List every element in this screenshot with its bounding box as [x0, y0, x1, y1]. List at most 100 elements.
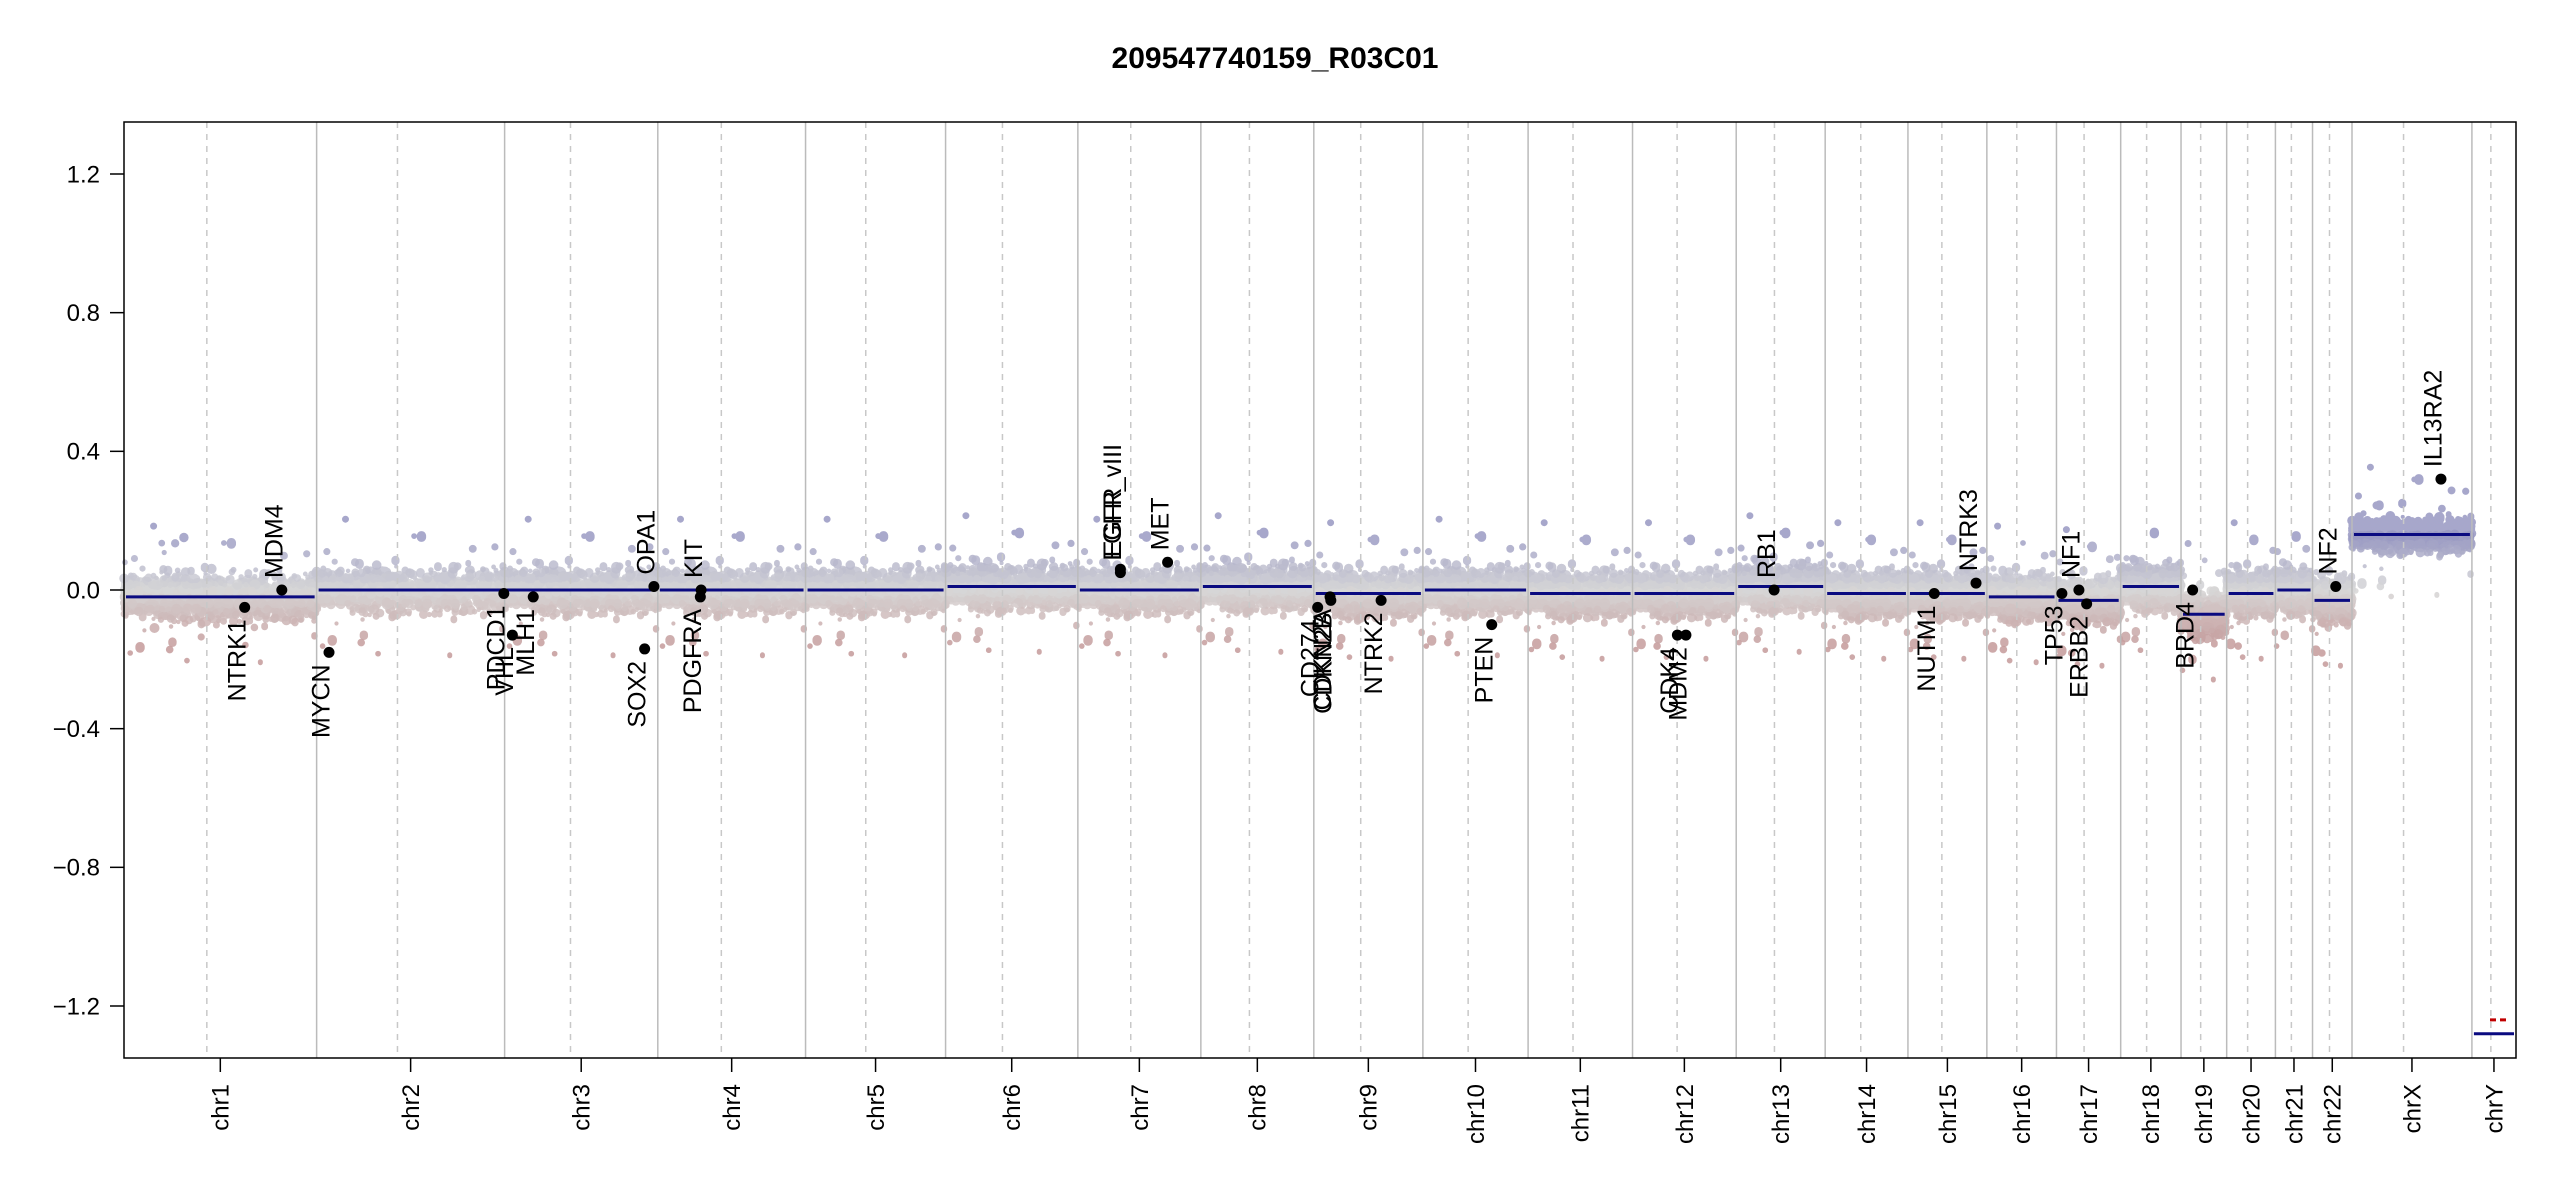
probe-point-group	[2362, 540, 2466, 551]
gene-label-brd4: BRD4	[2171, 602, 2199, 669]
gene-marker-tp53	[2056, 587, 2068, 599]
gene-label-ntrk3: NTRK3	[1955, 489, 1983, 571]
gene-label-rb1: RB1	[1753, 529, 1781, 578]
x-tick-label-chr19: chr19	[2191, 1084, 2218, 1144]
probe-point-group	[134, 606, 2354, 618]
probe-point-group	[974, 626, 2220, 637]
probe-point-group	[2380, 548, 2463, 558]
gene-marker-egfr_viii	[1114, 567, 1126, 579]
x-tick-label-chr3: chr3	[569, 1084, 596, 1131]
y-tick-label: −0.4	[53, 716, 100, 743]
gene-marker-mdm2	[1680, 629, 1692, 641]
gene-marker-cdk4	[1671, 629, 1683, 641]
x-tick-label-chr17: chr17	[2076, 1084, 2103, 1144]
x-tick-label-chr10: chr10	[1463, 1084, 1490, 1144]
x-tick-label-chr8: chr8	[1245, 1084, 1272, 1131]
gene-label-egfr: EGFR	[1099, 488, 1127, 557]
gene-label-mdm2: MDM2	[1665, 647, 1693, 721]
y-axis: −1.2 −0.8 −0.4 0.0 0.4 0.8 1.2	[53, 161, 124, 1020]
gene-label-kit: KIT	[680, 539, 708, 578]
gene-label-mdm4: MDM4	[261, 504, 289, 578]
x-tick-label-chr13: chr13	[1768, 1084, 1795, 1144]
x-tick-label-chr20: chr20	[2238, 1084, 2265, 1144]
chart-title: 209547740159_R03C01	[1111, 42, 1439, 75]
probe-point-group	[2436, 552, 2443, 561]
gene-label-ntrk1: NTRK1	[223, 619, 251, 701]
gene-label-pdcd1: PDCD1	[483, 605, 511, 690]
probe-point-group	[2073, 621, 2228, 632]
probe-point-group	[1338, 617, 2353, 629]
gene-label-ntrk2: NTRK2	[1360, 612, 1388, 694]
probe-point-group	[1318, 638, 2236, 650]
gene-label-met: MET	[1146, 497, 1174, 550]
gene-label-tp53: TP53	[2041, 605, 2069, 665]
probe-point-group	[127, 642, 2343, 683]
gene-label-il13ra2: IL13RA2	[2420, 370, 2448, 467]
gene-marker-nf2	[2330, 581, 2342, 593]
probe-point-group	[2187, 629, 2224, 640]
gene-label-mycn: MYCN	[308, 664, 336, 738]
probe-point-group	[144, 591, 2353, 603]
gene-label-nf1: NF1	[2058, 531, 2086, 578]
gene-label-nf2: NF2	[2314, 527, 2342, 574]
probe-point-group	[122, 558, 2184, 567]
gene-label-cdkn2b: CDKN2B	[1310, 612, 1338, 713]
probe-point-group	[250, 622, 2333, 632]
gene-marker-pdcd1	[498, 587, 510, 599]
x-tick-label-chr16: chr16	[2009, 1084, 2036, 1144]
gene-marker-kit	[695, 584, 707, 596]
gene-label-mlh1: MLH1	[512, 609, 540, 676]
probe-point-group	[1413, 545, 2473, 556]
gene-label-opa1: OPA1	[633, 510, 661, 575]
gene-label-egfr_viii: EGFR_vIII	[1099, 444, 1127, 561]
gene-marker-opa1	[648, 581, 660, 593]
gene-marker-cd274	[1312, 601, 1324, 613]
probe-point-group	[127, 597, 2347, 610]
gene-label-vhl: VHL	[491, 647, 519, 696]
probe-point-group	[411, 530, 2472, 542]
probe-point-group	[491, 541, 2475, 553]
probe-point-group	[139, 563, 2384, 574]
gene-marker-pten	[1486, 619, 1498, 631]
probe-point-group	[303, 548, 2445, 559]
y-tick-label: −0.8	[53, 855, 100, 882]
gene-marker-sox2	[639, 643, 651, 655]
x-tick-label-chr4: chr4	[719, 1084, 746, 1131]
gene-label-nutm1: NUTM1	[1913, 605, 1941, 691]
y-tick-label: 1.2	[67, 161, 100, 188]
gene-marker-brd4	[2187, 584, 2199, 596]
probe-point-group	[2191, 637, 2199, 645]
x-tick-label-chr11: chr11	[1568, 1084, 1595, 1142]
gene-label-pten: PTEN	[1470, 637, 1498, 704]
probe-point-group	[2189, 633, 2214, 644]
gene-marker-mycn	[323, 646, 335, 658]
x-tick-label-chr1: chr1	[208, 1084, 235, 1131]
probe-point-group	[331, 556, 2288, 567]
probe-point-group	[203, 567, 2308, 580]
gene-marker-nf1	[2073, 584, 2085, 596]
y-tick-label: 0.8	[67, 300, 100, 327]
y-tick-label: 0.4	[67, 439, 100, 466]
segment-lines	[126, 533, 2514, 1036]
gene-marker-ntrk1	[239, 601, 251, 613]
x-tick-label-chr7: chr7	[1127, 1084, 1154, 1131]
gene-marker-met	[1162, 556, 1174, 568]
gene-marker-mdm4	[276, 584, 288, 596]
probe-point-group	[1073, 620, 2352, 631]
gene-marker-nutm1	[1928, 587, 1940, 599]
y-tick-label: 0.0	[67, 577, 100, 604]
x-tick-label-chr2: chr2	[398, 1084, 425, 1131]
gene-marker-rb1	[1768, 584, 1780, 596]
gene-marker-mlh1	[527, 591, 539, 603]
x-tick-label-chr5: chr5	[863, 1084, 890, 1131]
x-tick-label-chrX: chrX	[2399, 1084, 2426, 1133]
x-tick-label-chr14: chr14	[1854, 1084, 1881, 1144]
probe-point-group	[197, 631, 2226, 643]
x-tick-label-chr12: chr12	[1672, 1084, 1699, 1144]
probe-point-group	[2372, 544, 2462, 555]
probe-point-group	[158, 538, 2474, 549]
gene-label-pdgfra: PDGFRA	[679, 609, 707, 714]
gene-marker-ntrk3	[1970, 577, 1982, 589]
gene-marker-cdkn2b	[1325, 594, 1337, 606]
